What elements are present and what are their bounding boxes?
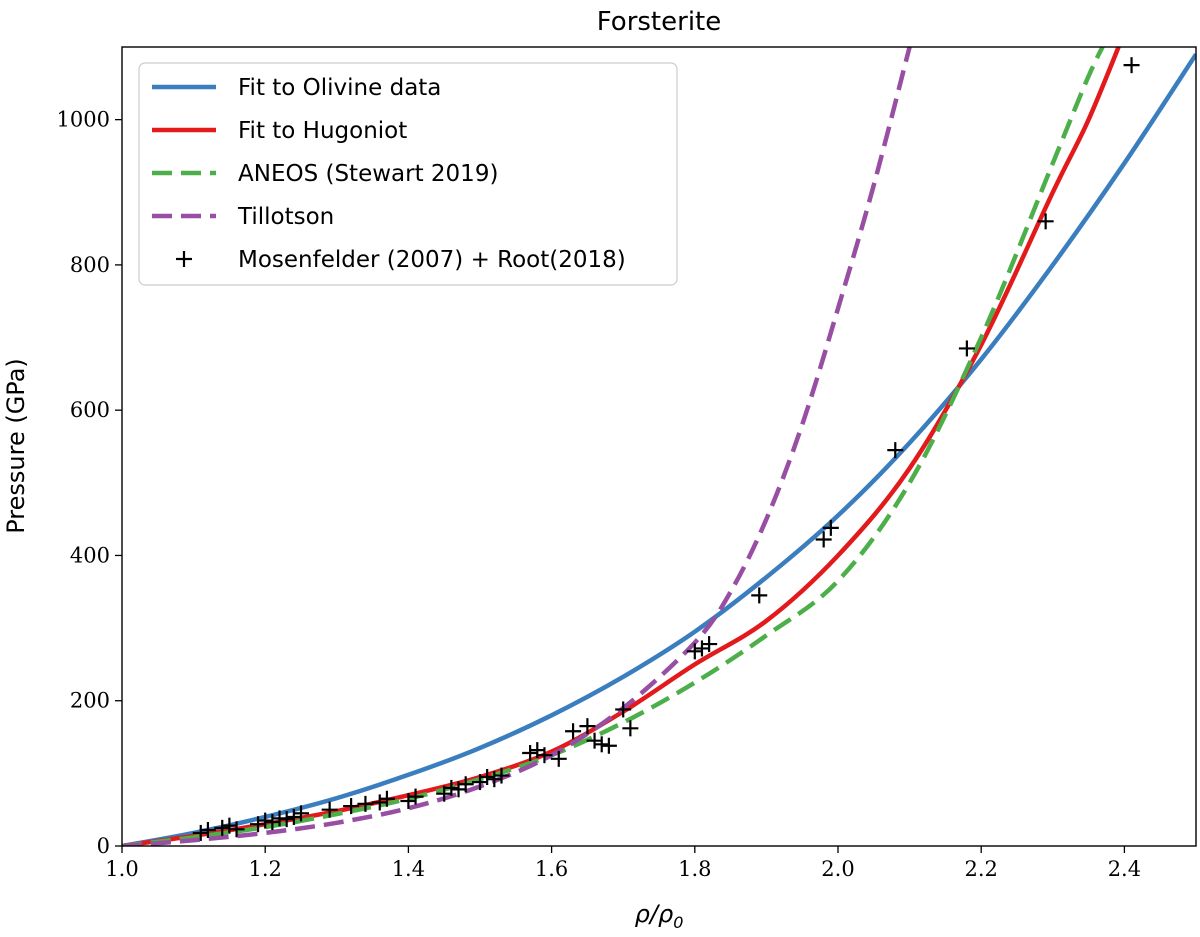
data-point-marker	[815, 531, 832, 548]
chart-title: Forsterite	[597, 7, 721, 37]
legend-box	[138, 62, 678, 286]
data-point-marker	[257, 812, 274, 829]
x-tick-label: 1.2	[248, 857, 281, 881]
x-axis-label: ρ/ρ0	[635, 900, 684, 932]
x-tick-label: 1.0	[105, 857, 138, 881]
y-axis-label: Pressure (GPa)	[2, 358, 30, 534]
data-point-marker	[378, 790, 395, 807]
data-point-marker	[536, 747, 553, 764]
data-point-marker	[343, 798, 360, 815]
data-point-marker	[278, 811, 295, 828]
legend-olivine: Fit to Olivine data	[152, 75, 441, 101]
data-point-marker	[593, 736, 610, 753]
legend-label: ANEOS (Stewart 2019)	[238, 161, 498, 187]
data-point-marker	[600, 737, 617, 754]
plot-area	[122, 47, 1196, 846]
legend-tillotson: Tillotson	[152, 204, 334, 230]
legend-marker	[176, 251, 192, 267]
data-point-marker	[1037, 213, 1054, 230]
x-tick-label: 2.0	[821, 857, 854, 881]
data-point-marker	[579, 718, 596, 735]
legend-label: Fit to Olivine data	[238, 75, 441, 101]
data-point-marker	[357, 795, 374, 812]
data-point-marker	[622, 720, 639, 737]
data-point-marker	[486, 771, 503, 788]
legend-mosenfelder-root: Mosenfelder (2007) + Root(2018)	[176, 247, 626, 273]
data-point-marker	[701, 636, 718, 653]
x-tick-label: 1.8	[678, 857, 711, 881]
y-tick-labels: 0 200 400 600 800 1000	[57, 108, 110, 858]
data-point-marker	[443, 779, 460, 796]
data-point-marker	[264, 814, 281, 831]
hugoniot-fit-line	[122, 47, 1121, 846]
data-point-marker	[293, 805, 309, 822]
x-tick-labels: 1.0 1.2 1.4 1.6 1.8 2.0 2.2 2.4	[105, 857, 1141, 881]
data-point-marker	[493, 767, 510, 784]
data-point-marker	[199, 822, 216, 839]
data-point-marker	[371, 794, 388, 811]
y-tick-label: 200	[70, 689, 110, 713]
data-point-marker	[321, 801, 338, 818]
data-point-marker	[285, 808, 302, 825]
data-point-marker	[192, 824, 209, 841]
x-axis-label-subscript: 0	[673, 913, 683, 932]
data-point-marker	[586, 732, 603, 749]
data-point-marker	[250, 816, 267, 833]
legend-aneos: ANEOS (Stewart 2019)	[152, 161, 498, 187]
olivine-fit-line	[122, 53, 1196, 846]
y-tick-label: 600	[70, 398, 110, 422]
y-tick-label: 800	[70, 253, 110, 277]
data-point-marker	[887, 442, 904, 459]
data-point-marker	[221, 817, 238, 834]
x-tick-label: 2.2	[964, 857, 997, 881]
data-point-marker	[686, 643, 703, 660]
legend-hugoniot: Fit to Hugoniot	[152, 118, 407, 144]
legend-label: Mosenfelder (2007) + Root(2018)	[238, 247, 626, 273]
legend-label: Fit to Hugoniot	[238, 118, 407, 144]
tillotson-line	[122, 47, 912, 846]
data-point-marker	[407, 788, 424, 805]
data-point-marker	[522, 745, 539, 762]
legend-label: Tillotson	[237, 204, 334, 230]
data-point-marker	[457, 776, 474, 793]
data-point-marker	[479, 768, 496, 785]
plot-frame	[121, 46, 1197, 847]
scatter-markers	[192, 57, 1140, 841]
y-tick-label: 400	[70, 543, 110, 567]
data-point-marker	[615, 701, 632, 718]
data-point-marker	[958, 340, 975, 357]
data-point-marker	[1123, 57, 1140, 74]
data-point-marker	[228, 821, 245, 838]
data-point-marker	[751, 587, 768, 604]
legend: Fit to Olivine data Fit to Hugoniot ANEOS …	[138, 62, 678, 286]
x-tick-label: 2.4	[1108, 857, 1141, 881]
y-tick-label: 0	[97, 834, 110, 858]
x-tick-label: 1.6	[535, 857, 568, 881]
y-tick-label: 1000	[57, 108, 110, 132]
data-point-marker	[214, 819, 231, 836]
data-point-marker	[565, 723, 582, 740]
x-axis-label-main: ρ/ρ	[635, 900, 674, 928]
x-tick-label: 1.4	[392, 857, 425, 881]
data-point-marker	[550, 750, 567, 767]
axes-ticks	[115, 118, 1126, 853]
data-point-marker	[822, 519, 839, 536]
